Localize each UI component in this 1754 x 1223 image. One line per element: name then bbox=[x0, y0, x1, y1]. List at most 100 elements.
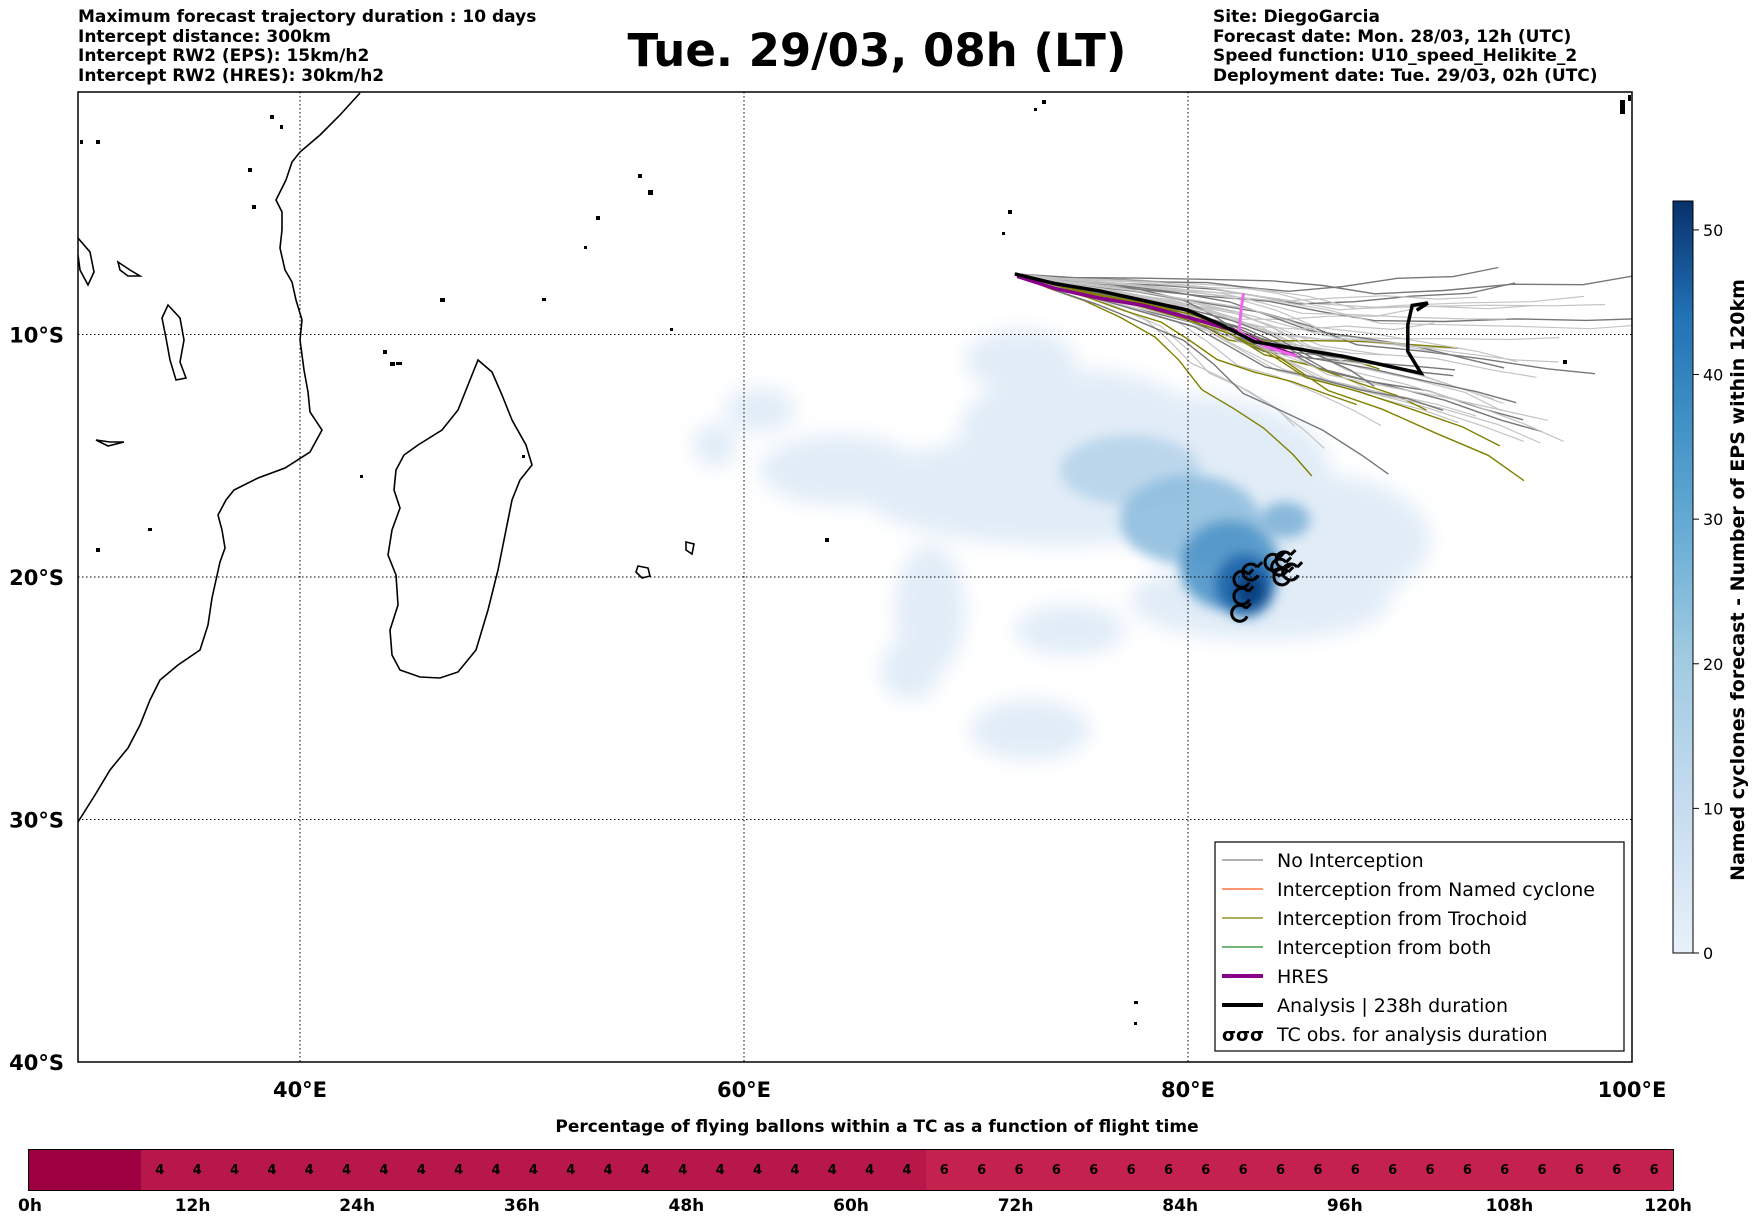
africa-coast bbox=[78, 92, 361, 823]
colorbar: 0 10 20 30 40 50 Named cyclones forecast - Nu… bbox=[1672, 200, 1749, 963]
flight-time-cell: 6 bbox=[1560, 1150, 1599, 1190]
header-line: Intercept distance: 300km bbox=[78, 26, 331, 47]
legend-tc-symbol: σ bbox=[1222, 1025, 1236, 1046]
legend: No Interception Interception from Named c… bbox=[1214, 841, 1625, 1052]
legend-label: TC obs. for analysis duration bbox=[1276, 1024, 1548, 1046]
header-line: Intercept RW2 (HRES): 30km/h2 bbox=[78, 65, 385, 86]
tc-observations bbox=[1230, 548, 1304, 623]
flight-time-title: Percentage of flying ballons within a TC… bbox=[555, 1117, 1199, 1137]
flight-time-cell: 6 bbox=[1224, 1150, 1262, 1190]
flight-time-tick: 60h bbox=[833, 1196, 869, 1216]
analysis-track bbox=[1014, 272, 1429, 376]
legend-label: Interception from Named cyclone bbox=[1277, 879, 1595, 901]
tc-obs-tail bbox=[1247, 585, 1255, 593]
flight-time-tick: 84h bbox=[1162, 1196, 1199, 1216]
header-right: Site: DiegoGarcia Forecast date: Mon. 28… bbox=[1213, 7, 1598, 86]
lon-tick-label: 40°E bbox=[273, 1078, 327, 1102]
flight-time-tick: 120h bbox=[1644, 1196, 1692, 1216]
lat-axis-labels: 10°S 20°S 30°S 40°S bbox=[9, 324, 64, 1076]
flight-time-axis: 0h 12h 24h 36h 48h 60h 72h 84h 96h 108h 120h bbox=[0, 1196, 1754, 1220]
flight-time-cell: 6 bbox=[1187, 1150, 1225, 1190]
forecast-map: 40°E 60°E 80°E 100°E 10°S 20°S 30°S 40°S No In… bbox=[9, 91, 1749, 1102]
flight-time-cell: 6 bbox=[1523, 1150, 1561, 1190]
flight-time-cell: 4 bbox=[664, 1150, 702, 1190]
flight-time-cell: 4 bbox=[552, 1150, 590, 1190]
lon-tick-label: 80°E bbox=[1161, 1078, 1215, 1102]
eps-track bbox=[1014, 273, 1389, 475]
flight-time-cell: 4 bbox=[850, 1150, 889, 1190]
flight-time-cell: 6 bbox=[1299, 1150, 1337, 1190]
flight-time-cell: 6 bbox=[1598, 1150, 1636, 1190]
colorbar-tick-label: 0 bbox=[1703, 944, 1713, 963]
tc-obs-tail bbox=[1244, 602, 1253, 610]
gridlines bbox=[78, 92, 1632, 1062]
eps-track bbox=[1014, 273, 1504, 404]
header-left: Maximum forecast trajectory duration : 1… bbox=[78, 7, 537, 86]
eps-track bbox=[1014, 273, 1518, 363]
lat-tick-label: 30°S bbox=[9, 809, 64, 833]
header-line: Intercept RW2 (EPS): 15km/h2 bbox=[78, 46, 370, 66]
flight-time-cell: 4 bbox=[738, 1150, 777, 1190]
legend-label: No Interception bbox=[1277, 850, 1424, 872]
tc-obs-tail bbox=[1284, 556, 1293, 564]
flight-time-cell: 6 bbox=[1336, 1150, 1374, 1190]
tc-obs-symbol bbox=[1281, 562, 1300, 582]
lon-tick-label: 60°E bbox=[717, 1078, 771, 1102]
legend-label: Interception from Trochoid bbox=[1277, 908, 1527, 930]
flight-time-cell: 4 bbox=[439, 1150, 478, 1190]
header-line: Maximum forecast trajectory duration : 1… bbox=[78, 7, 537, 27]
flight-time-cell bbox=[29, 1150, 67, 1190]
reunion-coast bbox=[685, 540, 695, 556]
header-line: Speed function: U10_speed_Helikite_2 bbox=[1213, 46, 1578, 66]
tc-obs-tail bbox=[1289, 548, 1297, 557]
flight-time-tick: 48h bbox=[668, 1196, 705, 1216]
flight-time-cell: 4 bbox=[813, 1150, 851, 1190]
tc-obs-tail bbox=[1256, 561, 1264, 569]
eps-track bbox=[1014, 273, 1585, 311]
tc-obs-tail bbox=[1247, 568, 1255, 576]
lon-tick-label: 100°E bbox=[1598, 1078, 1667, 1102]
flight-time-cell: 6 bbox=[1037, 1150, 1076, 1190]
map-frame bbox=[77, 91, 1633, 1063]
flight-time-cell: 6 bbox=[925, 1150, 963, 1190]
flight-time-cell: 6 bbox=[1261, 1150, 1300, 1190]
flight-time-cell: 6 bbox=[1373, 1150, 1412, 1190]
header-line: Site: DiegoGarcia bbox=[1213, 7, 1380, 27]
flight-time-tick: 108h bbox=[1485, 1196, 1534, 1216]
mauritius-coast bbox=[635, 565, 651, 579]
flight-time-tick: 72h bbox=[997, 1196, 1034, 1216]
tc-obs-symbol bbox=[1241, 562, 1260, 582]
eps-track bbox=[1014, 273, 1606, 310]
lake-tanganyika bbox=[78, 237, 95, 287]
flight-time-cell bbox=[66, 1150, 104, 1190]
flight-time-cell: 4 bbox=[701, 1150, 739, 1190]
lake-malawi bbox=[116, 260, 143, 277]
lake-victoria bbox=[161, 303, 188, 381]
flight-time-cell: 6 bbox=[962, 1150, 1001, 1190]
flight-time-cell: 6 bbox=[1448, 1150, 1487, 1190]
flight-time-cell: 4 bbox=[776, 1150, 814, 1190]
tc-obs-tail bbox=[1296, 561, 1304, 569]
header-line: Deployment date: Tue. 29/03, 02h (UTC) bbox=[1213, 65, 1598, 86]
legend-label: Interception from both bbox=[1277, 937, 1491, 959]
flight-time-cell: 6 bbox=[1149, 1150, 1188, 1190]
islands bbox=[80, 95, 1631, 1025]
colorbar-tick-label: 40 bbox=[1703, 366, 1723, 385]
flight-time-cell: 6 bbox=[1635, 1150, 1673, 1190]
eps-track bbox=[1014, 273, 1596, 375]
flight-time-cell: 4 bbox=[589, 1150, 627, 1190]
lake-kivu bbox=[95, 439, 125, 447]
madagascar-coast bbox=[387, 358, 533, 679]
flight-time-cell: 4 bbox=[215, 1150, 254, 1190]
flight-time-cell: 4 bbox=[477, 1150, 515, 1190]
colorbar-label: Named cyclones forecast - Number of EPS … bbox=[1727, 279, 1749, 881]
colorbar-tick-label: 30 bbox=[1703, 510, 1723, 529]
flight-time-cell: 4 bbox=[253, 1150, 291, 1190]
map-title: Tue. 29/03, 08h (LT) bbox=[627, 24, 1127, 77]
colorbar-ramp bbox=[1672, 200, 1694, 954]
coastlines bbox=[78, 92, 695, 823]
flight-time-tick: 96h bbox=[1326, 1196, 1363, 1216]
lon-axis-labels: 40°E 60°E 80°E 100°E bbox=[273, 1078, 1666, 1102]
flight-time-cell: 6 bbox=[1112, 1150, 1150, 1190]
